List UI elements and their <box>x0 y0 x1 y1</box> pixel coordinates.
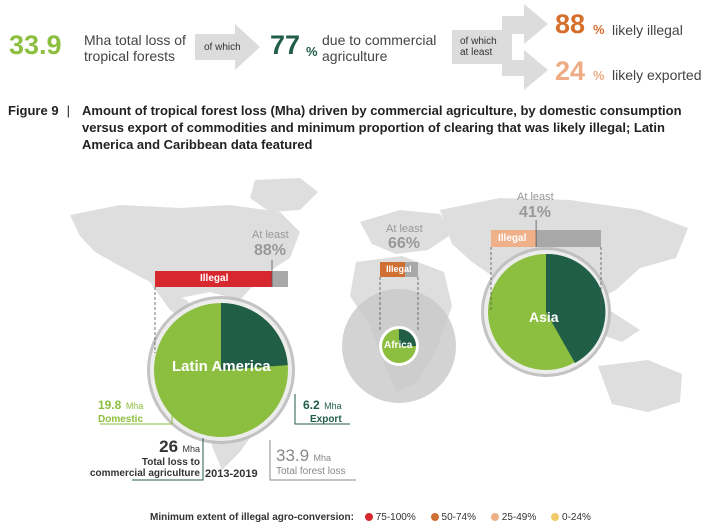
illegal-label: likely illegal <box>612 22 683 38</box>
total-loss-label: Mha total loss of tropical forests <box>84 32 186 64</box>
split-arrow <box>452 4 548 90</box>
asia-at-least-label: At least <box>517 191 554 203</box>
africa-group <box>342 262 456 403</box>
latam-region-label: Latin America <box>172 358 271 375</box>
legend-item-25-49: 25-49% <box>490 512 539 523</box>
latam-domestic-label: 19.8 Mha Domestic <box>98 398 144 425</box>
asia-illegal-pct: 41% <box>519 204 552 221</box>
asia-illegal-label: Illegal <box>498 233 527 244</box>
split-arrow-label: of which at least <box>460 36 497 58</box>
legend: Minimum extent of illegal agro-conversio… <box>150 512 710 523</box>
greenland-shape <box>250 178 318 212</box>
latam-period-label: 2013-2019 <box>205 468 258 480</box>
africa-illegal-bar-rest <box>405 262 418 277</box>
commercial-pct-unit: % <box>306 44 318 59</box>
latam-forest-loss-label: 33.9 Mha Total forest loss <box>276 446 346 477</box>
latam-export-label: 6.2 Mha Export <box>303 398 342 425</box>
commercial-label: due to commercial agriculture <box>322 32 437 64</box>
latam-illegal-pct: 88% <box>254 242 287 259</box>
latam-at-least-label: At least <box>252 229 289 241</box>
illegal-pct-value: 88 <box>555 9 586 39</box>
africa-illegal-bar <box>380 262 406 277</box>
exported-pct-value: 24 <box>555 56 586 86</box>
latam-illegal-bar-rest <box>272 271 288 287</box>
asia-export-slice <box>546 253 606 363</box>
legend-swatch <box>490 513 499 522</box>
arrow-of-which <box>195 24 260 70</box>
africa-region-label: Africa <box>384 340 413 351</box>
legend-swatch <box>430 513 439 522</box>
asia-illegal-bar-rest <box>536 230 601 247</box>
asia-region-label: Asia <box>529 309 559 325</box>
exported-label: likely exported <box>612 67 702 83</box>
africa-illegal-label: Illegal <box>386 264 412 274</box>
legend-title: Minimum extent of illegal agro-conversio… <box>150 512 354 523</box>
asia-group <box>481 220 611 377</box>
total-loss-value: 33.9 <box>9 30 62 60</box>
exported-pct-unit: % <box>593 68 605 83</box>
latam-export-slice <box>221 303 288 370</box>
legend-swatch <box>551 513 560 522</box>
legend-swatch <box>364 513 373 522</box>
latam-group <box>147 260 295 444</box>
legend-item-50-74: 50-74% <box>430 512 479 523</box>
africa-at-least-label: At least <box>386 223 423 235</box>
world-map-chart <box>70 178 688 481</box>
figure-title: Amount of tropical forest loss (Mha) dri… <box>82 103 682 152</box>
latam-commercial-label: 26 Mha Total loss to commercial agricult… <box>89 437 200 479</box>
africa-export-slice <box>399 329 416 346</box>
illegal-pct-unit: % <box>593 22 605 37</box>
legend-item-0-24: 0-24% <box>551 512 591 523</box>
australia-shape <box>598 360 682 412</box>
europe-shape <box>360 210 452 254</box>
commercial-pct-value: 77 <box>270 30 301 60</box>
latam-illegal-bar <box>155 271 272 287</box>
header-infographic: 33.9 Mha total loss of tropical forests … <box>0 0 717 92</box>
asia-illegal-bar <box>491 230 537 247</box>
legend-item-75-100: 75-100% <box>364 512 419 523</box>
latam-illegal-label: Illegal <box>200 273 229 284</box>
arrow-of-which-label: of which <box>204 42 241 53</box>
africa-illegal-pct: 66% <box>388 235 421 252</box>
figure-number: Figure 9 | <box>8 103 70 118</box>
